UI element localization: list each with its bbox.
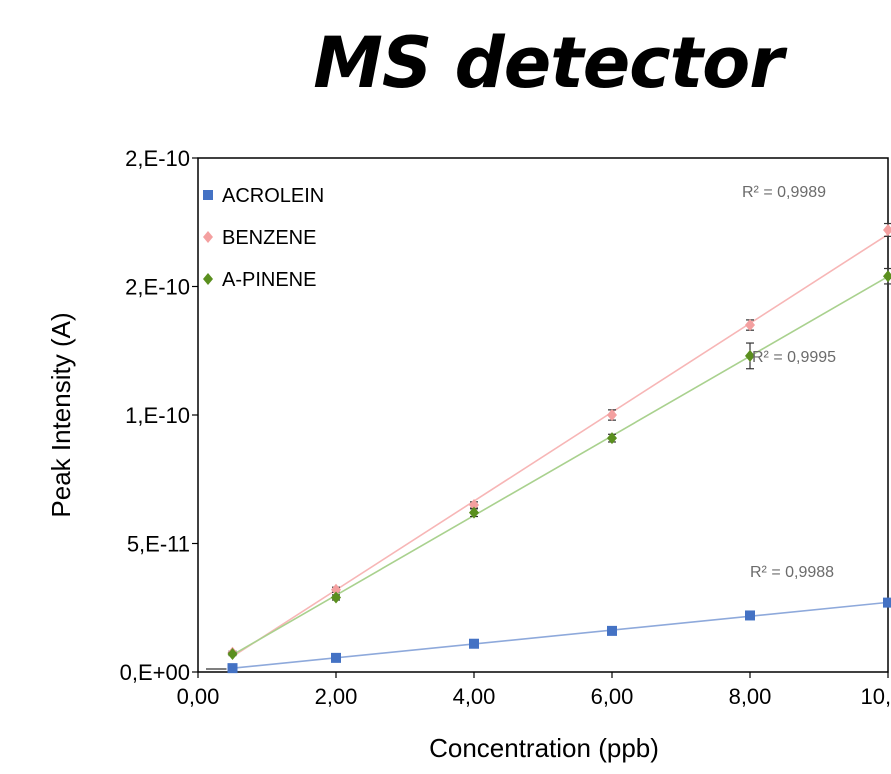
data-point <box>883 597 891 608</box>
r2-label-benzene: R² = 0,9989 <box>742 184 826 201</box>
y-tick-label: 5,E-11 <box>127 532 190 557</box>
legend-marker <box>203 231 213 243</box>
y-tick-label: 2,E-10 <box>125 146 190 171</box>
r2-label-acrolein: R² = 0,9988 <box>750 564 834 581</box>
trendline-acrolein <box>232 601 889 670</box>
data-point <box>331 583 341 596</box>
r2-label-a-pinene: R² = 0,9995 <box>752 349 836 366</box>
data-point <box>883 270 891 283</box>
legend-marker <box>203 273 213 285</box>
x-tick-label: 6,00 <box>591 684 634 709</box>
y-tick-label: 0,E+00 <box>120 660 190 685</box>
trendline-a-pinene <box>232 275 889 656</box>
legend: ACROLEIN BENZENE A-PINENE <box>203 185 324 291</box>
data-point <box>745 610 755 621</box>
legend-marker <box>203 190 213 200</box>
x-tick-label: 2,00 <box>315 684 358 709</box>
data-point <box>469 638 479 649</box>
data-point <box>227 648 238 661</box>
x-tick-label: 4,00 <box>453 684 496 709</box>
data-point <box>607 625 617 636</box>
y-tick-label: 1,E-10 <box>125 403 190 428</box>
data-point <box>331 591 341 604</box>
y-axis-label: Peak Intensity (A) <box>46 312 76 517</box>
data-point <box>607 409 617 421</box>
legend-entry: A-PINENE <box>222 269 316 291</box>
legend-entry: ACROLEIN <box>222 185 324 207</box>
chart-title: MS detector <box>313 22 784 104</box>
series-acrolein <box>227 597 891 674</box>
data-point <box>331 652 341 663</box>
x-tick-label: 8,00 <box>729 684 772 709</box>
trendline-benzene <box>232 233 889 658</box>
data-point <box>745 319 755 332</box>
data-point <box>469 506 479 519</box>
legend-entry: BENZENE <box>222 227 316 249</box>
series-benzene <box>227 222 891 659</box>
x-axis-label: Concentration (ppb) <box>429 733 659 763</box>
data-point <box>745 349 755 362</box>
data-point <box>469 498 479 511</box>
x-tick-label: 10,00 <box>860 684 891 709</box>
data-point <box>227 663 238 674</box>
series-a-pinene <box>227 267 891 661</box>
x-tick-label: 0,00 <box>177 684 220 709</box>
data-point <box>607 432 617 445</box>
y-tick-label: 2,E-10 <box>125 275 190 300</box>
data-point <box>883 223 891 236</box>
